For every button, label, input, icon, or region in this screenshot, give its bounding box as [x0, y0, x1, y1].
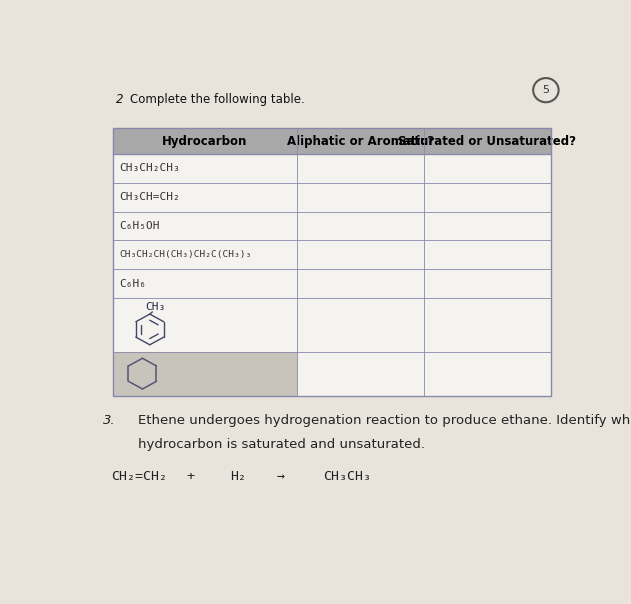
Text: 3.: 3.: [103, 414, 116, 427]
Text: CH₃: CH₃: [145, 302, 165, 312]
Bar: [113, 128, 551, 154]
Text: H₂: H₂: [230, 470, 247, 483]
Text: CH₃CH₂CH₃: CH₃CH₂CH₃: [119, 163, 180, 173]
Text: +: +: [187, 470, 194, 483]
Text: CH₃CH₃: CH₃CH₃: [323, 470, 372, 483]
Text: CH₂=CH₂: CH₂=CH₂: [110, 470, 167, 483]
Text: →: →: [277, 470, 285, 483]
Text: CH₃CH=CH₂: CH₃CH=CH₂: [119, 192, 180, 202]
Text: Aliphatic or Aromatic?: Aliphatic or Aromatic?: [286, 135, 434, 147]
Text: CH₃CH₂CH(CH₃)CH₂C(CH₃)₃: CH₃CH₂CH(CH₃)CH₂C(CH₃)₃: [119, 250, 251, 259]
Bar: [113, 352, 297, 396]
Text: C₆H₆: C₆H₆: [119, 278, 146, 289]
Bar: [113, 128, 551, 396]
Text: 2: 2: [115, 94, 123, 106]
Text: 5: 5: [543, 85, 550, 95]
Text: Saturated or Unsaturated?: Saturated or Unsaturated?: [398, 135, 576, 147]
Text: Ethene undergoes hydrogenation reaction to produce ethane. Identify which: Ethene undergoes hydrogenation reaction …: [138, 414, 631, 427]
Text: Complete the following table.: Complete the following table.: [130, 94, 305, 106]
Text: Hydrocarbon: Hydrocarbon: [162, 135, 248, 147]
Text: C₆H₅OH: C₆H₅OH: [119, 221, 160, 231]
Text: hydrocarbon is saturated and unsaturated.: hydrocarbon is saturated and unsaturated…: [138, 437, 425, 451]
Bar: [113, 128, 551, 396]
